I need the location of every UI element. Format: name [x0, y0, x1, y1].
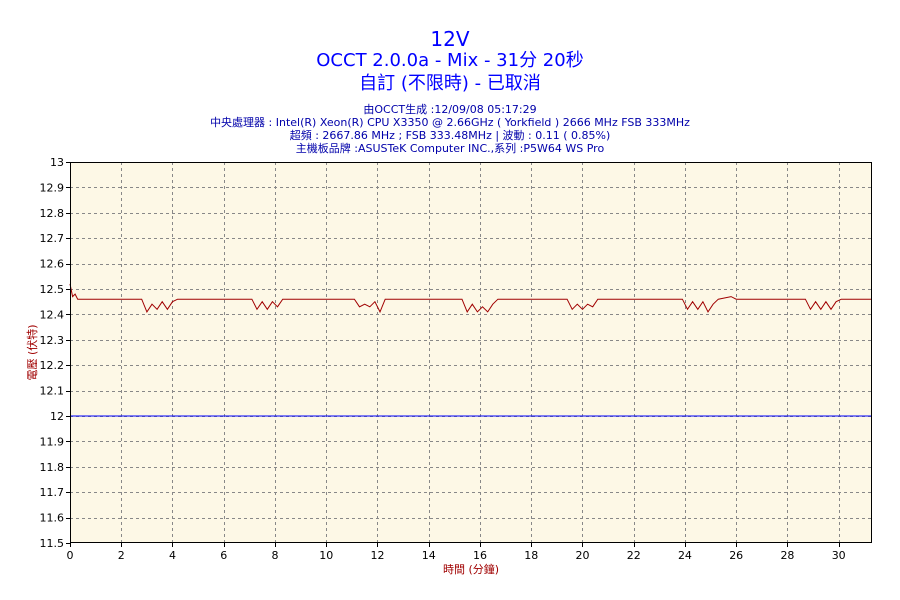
x-tick-label: 10: [319, 549, 333, 562]
chart-subtitle-mode: 自訂 (不限時) - 已取消: [359, 73, 541, 94]
voltage-line: [69, 283, 872, 314]
x-tick-label: 6: [220, 549, 227, 562]
chart-subtitle: OCCT 2.0.0a - Mix - 31分 20秒: [316, 50, 584, 71]
tick-labels: 0 2 4 6 8 10 12 14 16 18 20 22 24 26 28 3011.511.611.71…: [40, 156, 846, 562]
grid-lines: [70, 162, 872, 543]
x-tick-label: 20: [575, 549, 589, 562]
x-tick-label: 22: [627, 549, 641, 562]
y-axis-label: 電壓 (伏特): [25, 324, 39, 380]
y-tick-label: 12.6: [40, 258, 65, 271]
x-tick-label: 4: [169, 549, 176, 562]
y-tick-label: 13: [50, 156, 64, 169]
plot-area: [70, 162, 872, 543]
y-tick-label: 12.9: [40, 181, 65, 194]
y-tick-label: 11.9: [40, 435, 65, 448]
x-tick-label: 30: [832, 549, 846, 562]
y-tick-label: 11.7: [40, 486, 65, 499]
x-tick-label: 18: [524, 549, 538, 562]
y-tick-label: 11.8: [40, 461, 65, 474]
y-tick-label: 12.4: [40, 308, 65, 321]
y-tick-label: 12.7: [40, 232, 65, 245]
y-tick-label: 12.3: [40, 334, 65, 347]
x-tick-label: 24: [678, 549, 692, 562]
info-cpu: 中央處理器 : Intel(R) Xeon(R) CPU X3350 @ 2.6…: [210, 116, 690, 129]
x-tick-label: 14: [422, 549, 436, 562]
x-tick-label: 16: [473, 549, 487, 562]
chart-title: 12V: [430, 27, 470, 51]
series-group: [69, 283, 872, 417]
y-tick-label: 12: [50, 410, 64, 423]
y-tick-label: 12.2: [40, 359, 65, 372]
info-motherboard: 主機板品牌 :ASUSTeK Computer INC.,系列 :P5W64 W…: [295, 142, 605, 155]
y-tick-label: 12.1: [40, 385, 65, 398]
x-tick-label: 0: [67, 549, 74, 562]
info-generated: 由OCCT生成 :12/09/08 05:17:29: [363, 103, 537, 116]
x-tick-label: 26: [729, 549, 743, 562]
y-tick-label: 12.5: [40, 283, 65, 296]
y-tick-label: 11.5: [40, 537, 65, 550]
x-tick-label: 8: [271, 549, 278, 562]
x-axis-label: 時間 (分鐘): [443, 562, 499, 576]
y-tick-label: 11.6: [40, 512, 65, 525]
y-tick-label: 12.8: [40, 207, 65, 220]
plot-frame: [70, 162, 872, 543]
x-tick-label: 28: [780, 549, 794, 562]
x-tick-label: 2: [118, 549, 125, 562]
info-overclock: 超頻 : 2667.86 MHz ; FSB 333.48MHz | 波動 : …: [289, 129, 611, 142]
x-tick-label: 12: [370, 549, 384, 562]
